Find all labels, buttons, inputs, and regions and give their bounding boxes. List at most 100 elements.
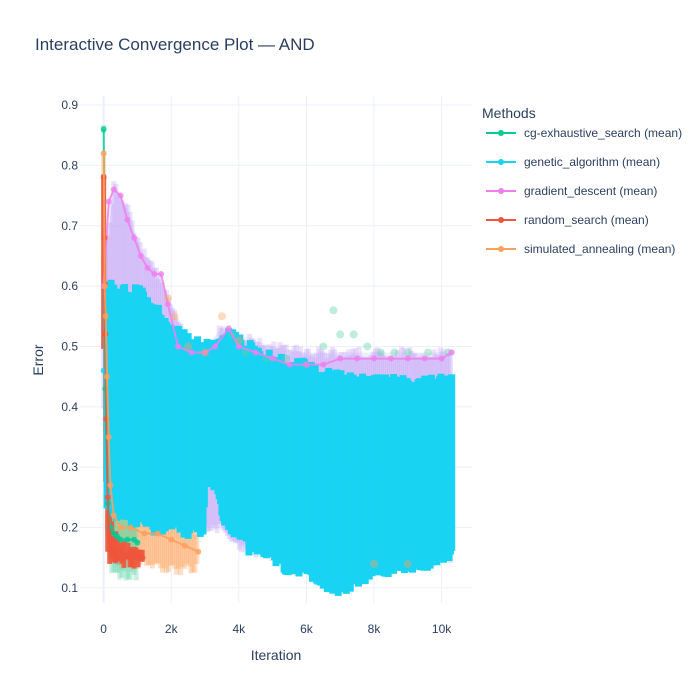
- cg-exhaustive-search-mean-point: [124, 536, 131, 543]
- simulated-annealing-band: [151, 510, 157, 565]
- simulated-annealing-band: [137, 507, 143, 565]
- gradient-descent-mean-point: [387, 355, 394, 362]
- simulated-annealing-band: [147, 516, 153, 566]
- simulated-annealing-band: [149, 510, 155, 569]
- simulated-annealing-faint-point: [201, 348, 210, 357]
- legend-swatch-marker: [498, 246, 504, 252]
- y-tick-label: 0.3: [61, 460, 78, 474]
- simulated-annealing-band: [157, 513, 163, 569]
- random-search-mean-point: [114, 554, 121, 561]
- legend-item-gradient-descent[interactable]: gradient_descent (mean): [486, 184, 657, 198]
- simulated-annealing-band: [166, 516, 172, 572]
- genetic-algorithm-mean-point: [252, 446, 259, 453]
- genetic-algorithm-mean-point: [110, 379, 117, 386]
- simulated-annealing-band: [161, 514, 167, 569]
- cg-exhaustive-search-band: [129, 514, 135, 572]
- cg-exhaustive-search-band: [121, 504, 127, 572]
- gradient-descent-band: [111, 181, 117, 315]
- gradient-descent-mean-point: [137, 252, 144, 259]
- gradient-descent-band: [113, 183, 119, 317]
- x-tick-label: 0: [100, 622, 107, 636]
- gradient-descent-mean-point: [158, 271, 165, 278]
- simulated-annealing-faint-point: [163, 294, 172, 303]
- simulated-annealing-band: [178, 528, 184, 576]
- simulated-annealing-faint-point: [217, 312, 226, 321]
- simulated-annealing-mean-point: [105, 434, 112, 441]
- legend-title: Methods: [482, 105, 536, 121]
- genetic-algorithm-mean-point: [218, 440, 225, 447]
- x-tick-label: 10k: [432, 622, 452, 636]
- legend-label: genetic_algorithm (mean): [524, 155, 660, 169]
- cg-exhaustive-search-band: [131, 512, 137, 575]
- gradient-descent-band: [125, 204, 131, 351]
- gradient-descent-band: [119, 200, 125, 335]
- legend-swatch-marker: [498, 188, 504, 194]
- simulated-annealing-mean-point: [141, 530, 148, 537]
- legend[interactable]: Methods cg-exhaustive_search (mean) genet…: [482, 105, 682, 256]
- genetic-algorithm-mean-point: [134, 403, 141, 410]
- y-tick-label: 0.5: [61, 339, 78, 353]
- axes: 0.1 0.2 0.3 0.4 0.5 0.6 0.7 0.8 0.9 0 2k 4k 6k 8k 10k: [61, 98, 452, 636]
- y-tick-label: 0.1: [61, 581, 78, 595]
- gradient-descent-mean-point: [438, 355, 445, 362]
- gradient-descent-mean-point: [225, 325, 232, 332]
- legend-label: random_search (mean): [524, 213, 649, 227]
- y-tick-label: 0.2: [61, 521, 78, 535]
- simulated-annealing-mean-point: [102, 313, 109, 320]
- gradient-descent-mean-point: [202, 349, 209, 356]
- gradient-descent-mean-point: [188, 349, 195, 356]
- gradient-descent-mean-point: [124, 216, 131, 223]
- genetic-algorithm-mean-point: [120, 391, 127, 398]
- gradient-descent-mean-point: [151, 271, 158, 278]
- y-tick-label: 0.9: [61, 98, 78, 112]
- genetic-algorithm-mean-point: [235, 440, 242, 447]
- simulated-annealing-band: [135, 500, 141, 569]
- y-tick-label: 0.6: [61, 279, 78, 293]
- x-tick-label: 6k: [300, 622, 314, 636]
- genetic-algorithm-mean-point: [303, 458, 310, 465]
- cg-exhaustive-search-faint-point: [336, 330, 345, 339]
- gradient-descent-mean-point: [131, 234, 138, 241]
- simulated-annealing-band: [143, 508, 149, 566]
- genetic-algorithm-mean-point: [371, 464, 377, 471]
- gradient-descent-mean-point: [371, 355, 377, 362]
- simulated-annealing-mean-point: [117, 524, 124, 531]
- gradient-descent-mean-point: [354, 355, 361, 362]
- cg-exhaustive-search-faint-point: [363, 342, 372, 351]
- simulated-annealing-faint-point: [234, 336, 243, 345]
- legend-swatch-marker: [498, 217, 504, 223]
- gradient-descent-mean-point: [212, 343, 219, 350]
- genetic-algorithm-mean-point: [354, 464, 361, 471]
- cg-exhaustive-search-faint-point: [376, 348, 385, 357]
- gradient-descent-mean-point: [110, 186, 117, 193]
- genetic-algorithm-mean-point: [185, 434, 192, 441]
- genetic-algorithm-mean-point: [448, 464, 455, 471]
- genetic-algorithm-mean-point: [151, 415, 158, 422]
- simulated-annealing-band: [131, 496, 137, 566]
- legend-item-random-search[interactable]: random_search (mean): [486, 213, 649, 227]
- legend-item-simulated-annealing[interactable]: simulated_annealing (mean): [486, 242, 675, 256]
- simulated-annealing-mean-point: [181, 542, 188, 549]
- gradient-descent-band: [109, 203, 115, 340]
- legend-item-cg-exhaustive-search[interactable]: cg-exhaustive_search (mean): [486, 126, 682, 140]
- gradient-descent-band: [117, 198, 123, 333]
- simulated-annealing-faint-point: [170, 312, 179, 321]
- cg-exhaustive-search-faint-point: [329, 306, 338, 315]
- random-search-mean-point: [104, 494, 111, 501]
- genetic-algorithm-mean-point: [269, 452, 276, 459]
- gradient-descent-mean-point: [286, 361, 293, 368]
- legend-label: gradient_descent (mean): [524, 184, 657, 198]
- genetic-algorithm-band: [448, 374, 456, 551]
- gradient-descent-mean-point: [175, 343, 181, 350]
- genetic-algorithm-mean-point: [320, 464, 327, 471]
- simulated-annealing-faint-point: [403, 559, 412, 568]
- simulated-annealing-band: [153, 513, 159, 564]
- gradient-descent-band: [127, 211, 133, 346]
- legend-item-genetic-algorithm[interactable]: genetic_algorithm (mean): [486, 155, 660, 169]
- genetic-algorithm-mean-point: [337, 464, 344, 471]
- gradient-descent-mean-point: [164, 301, 171, 308]
- gradient-descent-band: [123, 202, 129, 342]
- simulated-annealing-band: [123, 491, 129, 562]
